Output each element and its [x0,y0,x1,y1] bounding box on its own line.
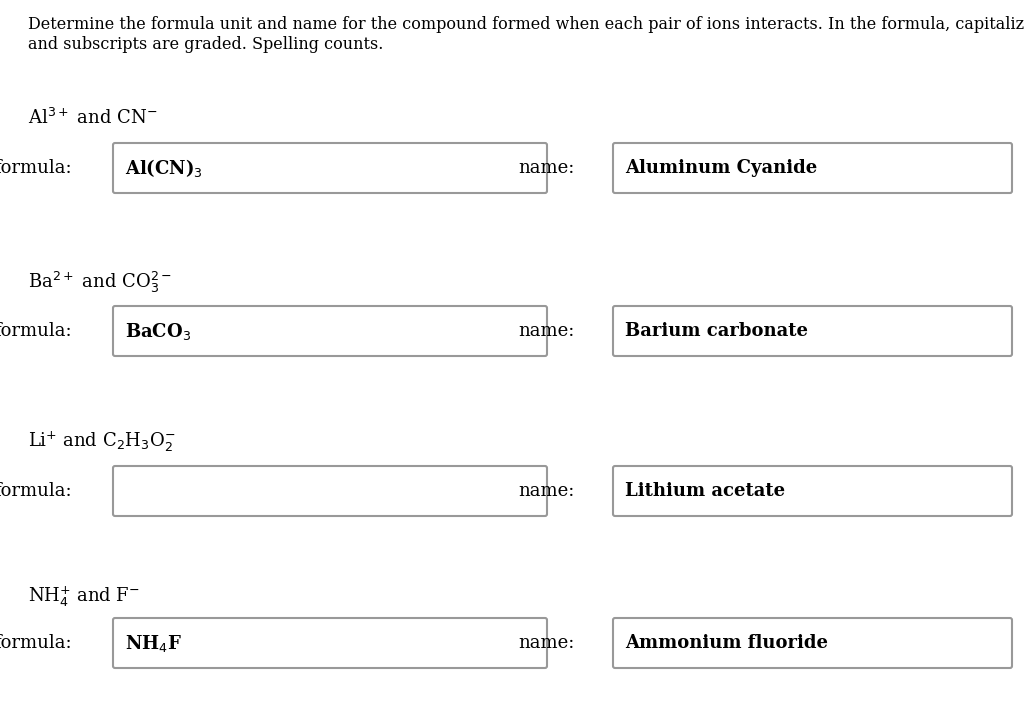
Text: Ba$^{2+}$ and CO$_3^{2-}$: Ba$^{2+}$ and CO$_3^{2-}$ [28,270,172,295]
Text: formula:: formula: [0,634,72,652]
Text: name:: name: [518,322,575,340]
FancyBboxPatch shape [613,618,1012,668]
Text: Aluminum Cyanide: Aluminum Cyanide [625,159,817,177]
Text: Barium carbonate: Barium carbonate [625,322,808,340]
Text: Ammonium fluoride: Ammonium fluoride [625,634,828,652]
Text: NH$_4$F: NH$_4$F [125,632,182,653]
FancyBboxPatch shape [113,618,547,668]
Text: formula:: formula: [0,322,72,340]
FancyBboxPatch shape [113,143,547,193]
Text: Lithium acetate: Lithium acetate [625,482,785,500]
FancyBboxPatch shape [113,466,547,516]
FancyBboxPatch shape [613,143,1012,193]
FancyBboxPatch shape [613,306,1012,356]
Text: formula:: formula: [0,159,72,177]
FancyBboxPatch shape [113,306,547,356]
Text: Determine the formula unit and name for the compound formed when each pair of io: Determine the formula unit and name for … [28,16,1024,33]
Text: name:: name: [518,634,575,652]
Text: Al(CN)$_3$: Al(CN)$_3$ [125,157,203,179]
Text: Al$^{3+}$ and CN$^{-}$: Al$^{3+}$ and CN$^{-}$ [28,108,158,128]
Text: NH$_4^{+}$ and F$^{-}$: NH$_4^{+}$ and F$^{-}$ [28,585,140,609]
Text: formula:: formula: [0,482,72,500]
Text: name:: name: [518,159,575,177]
Text: BaCO$_3$: BaCO$_3$ [125,320,191,341]
Text: name:: name: [518,482,575,500]
FancyBboxPatch shape [613,466,1012,516]
Text: Li$^{+}$ and C$_2$H$_3$O$_2^{-}$: Li$^{+}$ and C$_2$H$_3$O$_2^{-}$ [28,430,175,454]
Text: and subscripts are graded. Spelling counts.: and subscripts are graded. Spelling coun… [28,36,383,53]
